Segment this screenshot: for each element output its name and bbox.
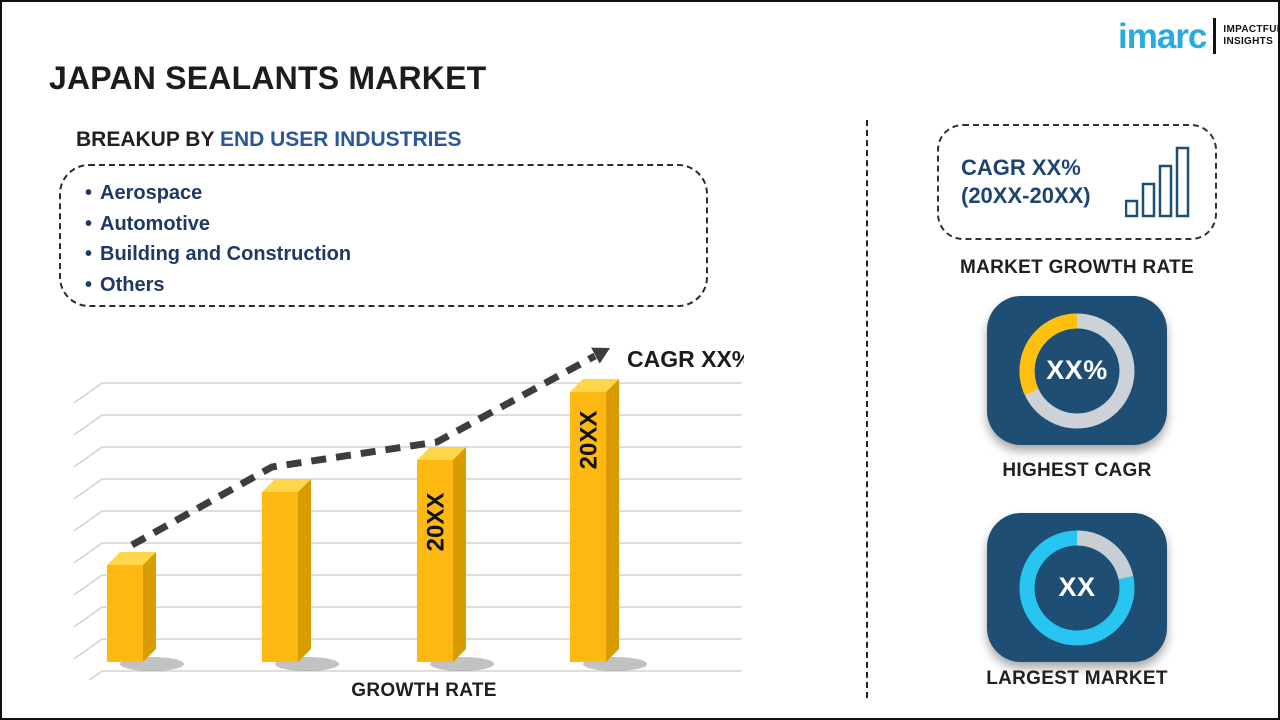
- donut-chart-icon: [1019, 530, 1135, 645]
- largest-market-card: XX: [987, 513, 1167, 662]
- arrowhead-icon: [591, 347, 610, 364]
- market-growth-rate-caption: MARKET GROWTH RATE: [959, 257, 1195, 278]
- end-user-industries-list: • Aerospace • Automotive • Building and Con…: [85, 178, 706, 300]
- bar-4-label: 20XX: [576, 411, 603, 470]
- donut-chart-icon: [1019, 313, 1135, 428]
- page-title: JAPAN SEALANTS MARKET: [49, 60, 487, 96]
- bar-chart-svg: 20XX 20XX CAGR XX%: [73, 346, 752, 692]
- bar-2: [262, 479, 311, 662]
- section-heading-highlight: END USER INDUSTRIES: [219, 128, 462, 151]
- list-item: • Others: [85, 273, 165, 296]
- largest-market-value: XX: [1058, 572, 1096, 602]
- highest-cagr-caption: HIGHEST CAGR: [1002, 460, 1152, 481]
- list-item: • Building and Construction: [85, 243, 352, 265]
- bar-1: [107, 552, 156, 662]
- list-item: • Aerospace: [85, 182, 203, 204]
- gridlines: [73, 382, 742, 692]
- market-growth-rate-box: CAGR XX% (20XX-20XX): [937, 124, 1217, 240]
- highest-cagr-card: XX%: [987, 296, 1167, 445]
- x-axis-label: GROWTH RATE: [351, 680, 497, 701]
- trend-arrow: [130, 347, 610, 549]
- imarc-logo-text: imarc: [1118, 16, 1207, 56]
- bar-shadows: [120, 657, 647, 671]
- largest-market-caption: LARGEST MARKET: [986, 668, 1168, 689]
- highest-cagr-donut: XX%: [1017, 311, 1137, 431]
- growth-bar-chart: 20XX 20XX CAGR XX%: [62, 330, 752, 692]
- bullet-icon: •: [85, 182, 93, 204]
- bar-chart-icon: [1125, 146, 1190, 218]
- logo-tagline: IMPACTFUL INSIGHTS: [1223, 23, 1280, 48]
- cagr-text: CAGR XX% (20XX-20XX): [961, 155, 1091, 208]
- bullet-icon: •: [85, 243, 93, 265]
- bar-3: 20XX: [417, 447, 466, 662]
- trend-label: CAGR XX%: [627, 346, 744, 372]
- section-heading: BREAKUP BY END USER INDUSTRIES: [76, 128, 461, 152]
- bullet-icon: •: [85, 212, 93, 235]
- imarc-logo: imarc IMPACTFUL INSIGHTS: [1118, 16, 1280, 56]
- largest-market-donut: XX: [1017, 528, 1137, 648]
- list-item: • Automotive: [85, 212, 211, 235]
- bar-3-label: 20XX: [423, 493, 450, 552]
- logo-divider: [1213, 18, 1217, 54]
- vertical-divider: [866, 120, 868, 698]
- section-heading-prefix: BREAKUP BY: [76, 128, 220, 151]
- highest-cagr-value: XX%: [1046, 355, 1108, 385]
- end-user-industries-box: • Aerospace • Automotive • Building and Con…: [59, 164, 708, 307]
- bullet-icon: •: [85, 273, 93, 296]
- bar-4: 20XX: [570, 379, 619, 662]
